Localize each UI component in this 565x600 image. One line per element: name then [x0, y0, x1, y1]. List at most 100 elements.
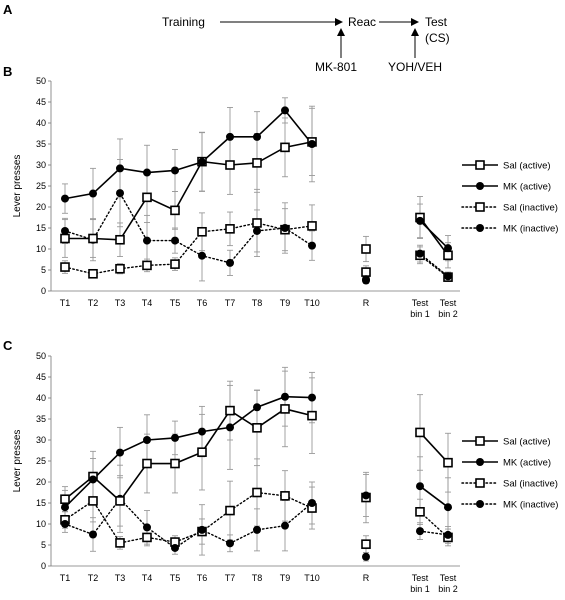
schedule-test-label: Test	[425, 15, 448, 29]
legend-label: Sal (active)	[503, 437, 551, 448]
data-point-mk-inactive	[171, 543, 179, 552]
data-point-mk-active	[171, 166, 179, 175]
data-point-mk-active	[362, 275, 370, 284]
data-point-sal-active	[443, 457, 453, 468]
y-tick-label: 35	[36, 139, 46, 149]
legend-entry-sal-inactive: Sal (inactive)	[461, 202, 558, 214]
data-point-mk-active	[308, 393, 316, 402]
series-line-mk-active	[64, 395, 313, 508]
series-line-sal-active	[65, 141, 313, 241]
series-line-sal-active	[64, 408, 313, 503]
data-point-mk-active	[416, 216, 424, 225]
data-point-sal-inactive	[225, 505, 235, 516]
y-tick-label: 5	[41, 265, 46, 275]
data-point-mk-active	[171, 433, 179, 442]
x-tick-label: T8	[252, 298, 263, 308]
data-point-mk-active	[226, 132, 234, 141]
schedule-reac-label: Reac	[348, 15, 376, 29]
y-tick-label: 15	[36, 498, 46, 508]
y-tick-label: 0	[41, 286, 46, 296]
series-line-mk-active	[419, 220, 449, 249]
chart-panel-b: 0 5 10 15 20 25 30 35 40 45 50 Lever presses T1 T2 T3 T…	[12, 76, 558, 319]
legend-marker	[476, 500, 484, 508]
y-tick-label: 10	[36, 519, 46, 529]
series-line-mk-inactive	[64, 191, 313, 264]
data-point-sal-active	[252, 423, 262, 433]
data-point-mk-active	[226, 423, 234, 432]
data-point-mk-active	[61, 194, 69, 203]
data-point-sal-inactive	[115, 538, 125, 548]
data-point-sal-active	[60, 494, 70, 505]
data-point-sal-inactive	[88, 496, 98, 506]
data-point-sal-active	[361, 244, 371, 254]
legend-entry-sal-inactive: Sal (inactive)	[461, 478, 558, 490]
x-tick-label: Test bin 1	[410, 573, 430, 594]
data-point-sal-inactive	[280, 491, 290, 501]
y-tick-label: 50	[36, 351, 46, 361]
data-point-mk-inactive	[143, 523, 151, 532]
series-line-sal-active	[419, 431, 449, 464]
x-tick-label: T5	[170, 298, 181, 308]
x-tick-label: T1	[60, 573, 71, 583]
legend-marker	[475, 160, 485, 170]
x-tick-label: Test bin 1	[410, 298, 430, 319]
data-point-mk-active	[116, 448, 124, 457]
data-point-sal-active	[225, 405, 235, 416]
data-point-sal-active	[443, 250, 453, 261]
data-point-mk-active	[89, 475, 97, 484]
y-tick-label: 45	[36, 97, 46, 107]
legend-entry-mk-inactive: MK (inactive)	[461, 224, 558, 235]
data-point-mk-active	[281, 106, 289, 115]
x-tick-label: T6	[197, 298, 208, 308]
data-point-mk-inactive	[281, 521, 289, 530]
data-point-sal-inactive	[88, 268, 98, 279]
data-point-sal-active	[115, 496, 125, 506]
data-point-sal-inactive	[252, 487, 262, 498]
data-point-mk-inactive	[198, 251, 206, 260]
legend-marker	[476, 182, 484, 190]
data-point-sal-active	[415, 427, 425, 438]
x-tick-label: T9	[280, 573, 291, 583]
data-point-mk-active	[281, 392, 289, 401]
y-tick-label: 0	[41, 561, 46, 571]
y-tick-label: 20	[36, 477, 46, 487]
y-tick-label: 10	[36, 244, 46, 254]
y-tick-label: 30	[36, 435, 46, 445]
legend-marker	[476, 224, 484, 232]
x-tick-label: T4	[142, 573, 153, 583]
y-tick-label: 40	[36, 393, 46, 403]
x-tick-label: Test bin 2	[438, 298, 458, 319]
x-tick-label: T10	[304, 573, 320, 583]
panel-label-c: C	[3, 338, 13, 353]
schedule-diagram: A Training Reac Test (CS) MK-801 YOH/VEH	[3, 2, 450, 74]
data-point-mk-active	[253, 132, 261, 141]
legend-label: MK (inactive)	[503, 500, 558, 511]
legend-label: MK (active)	[503, 182, 551, 193]
data-point-mk-inactive	[89, 530, 97, 539]
data-point-mk-inactive	[444, 530, 452, 539]
x-tick-label: T9	[280, 298, 291, 308]
data-point-mk-active	[308, 140, 316, 148]
x-tick-label: T8	[252, 573, 263, 583]
data-point-mk-active	[362, 491, 370, 500]
data-point-sal-active	[252, 158, 262, 168]
y-tick-label: 25	[36, 456, 46, 466]
legend-marker	[475, 436, 485, 446]
data-point-sal-active	[170, 205, 180, 216]
x-tick-label: T3	[115, 573, 126, 583]
legend-entry-sal-active: Sal (active)	[462, 160, 551, 172]
schedule-yoh-veh-label: YOH/VEH	[388, 60, 442, 74]
x-tick-label: T1	[60, 298, 71, 308]
x-tick-label: T7	[225, 573, 236, 583]
x-tick-label: T4	[142, 298, 153, 308]
y-tick-label: 15	[36, 223, 46, 233]
y-tick-label: 25	[36, 181, 46, 191]
data-point-sal-inactive	[170, 259, 180, 269]
y-axis-title: Lever presses	[12, 430, 23, 493]
data-point-sal-active	[280, 142, 290, 153]
data-point-mk-inactive	[416, 527, 424, 536]
data-point-mk-inactive	[362, 552, 370, 561]
data-point-mk-inactive	[308, 499, 316, 507]
data-point-mk-inactive	[253, 525, 261, 534]
legend-marker	[476, 458, 484, 466]
